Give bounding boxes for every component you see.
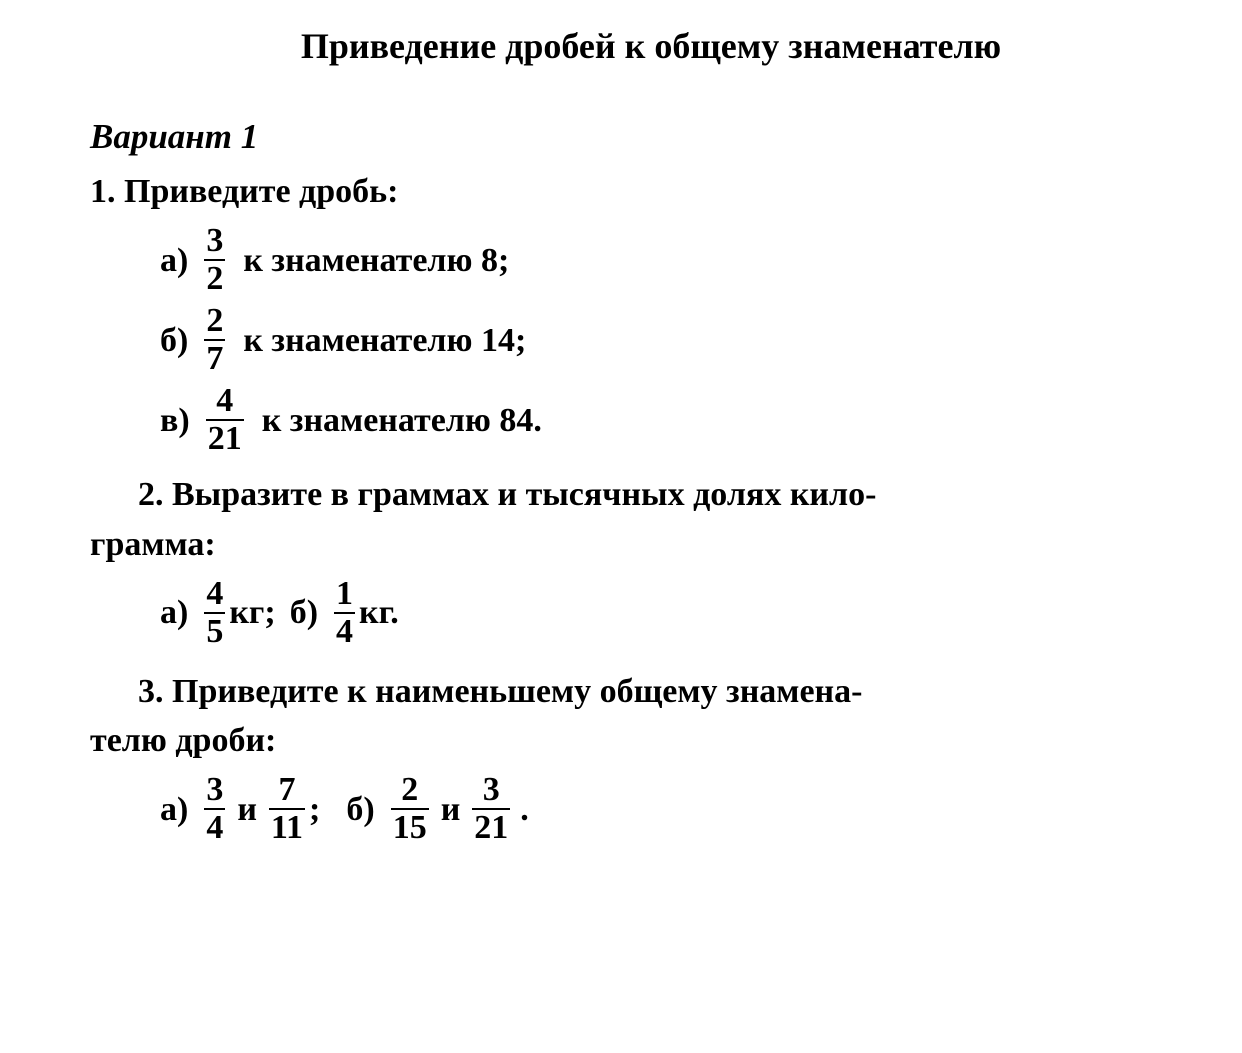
item-label: б) bbox=[346, 785, 374, 834]
fraction: 2 15 bbox=[391, 773, 429, 845]
fraction-denominator: 15 bbox=[391, 808, 429, 845]
item-label: а) bbox=[160, 588, 188, 637]
fraction: 2 7 bbox=[204, 304, 225, 376]
task-2-prompt-line-1: 2. Выразите в граммах и тысячных долях к… bbox=[90, 470, 1152, 519]
fraction: 7 11 bbox=[269, 773, 305, 845]
task-3-prompt-line-2: телю дроби: bbox=[90, 716, 1152, 765]
task-3-text-1: Приведите к наименьшему общему знамена- bbox=[172, 673, 862, 710]
tail-text: к знаменателю 8; bbox=[243, 236, 509, 285]
conjunction: и bbox=[441, 785, 461, 834]
tail-text: к знаменателю 14; bbox=[243, 316, 526, 365]
task-2-text-1: Выразите в граммах и тысячных долях кило… bbox=[172, 476, 876, 513]
unit-label: кг. bbox=[359, 588, 399, 637]
fraction: 1 4 bbox=[334, 577, 355, 649]
fraction: 3 2 bbox=[204, 224, 225, 296]
fraction-numerator: 3 bbox=[204, 773, 225, 808]
worksheet-page: Приведение дробей к общему знаменателю В… bbox=[0, 0, 1242, 865]
task-1-prompt: 1. Приведите дробь: bbox=[90, 167, 1152, 216]
task-1-item-c: в) 4 21 к знаменателю 84. bbox=[90, 384, 1152, 456]
page-title: Приведение дробей к общему знаменателю bbox=[90, 20, 1152, 72]
conjunction: и bbox=[237, 785, 257, 834]
fraction: 4 21 bbox=[206, 384, 244, 456]
fraction-denominator: 11 bbox=[269, 808, 305, 845]
fraction-numerator: 4 bbox=[204, 577, 225, 612]
fraction-denominator: 21 bbox=[472, 808, 510, 845]
terminator: . bbox=[520, 785, 529, 834]
fraction: 3 4 bbox=[204, 773, 225, 845]
fraction-numerator: 3 bbox=[204, 224, 225, 259]
fraction-numerator: 3 bbox=[481, 773, 502, 808]
fraction-numerator: 7 bbox=[276, 773, 297, 808]
fraction-denominator: 2 bbox=[204, 259, 225, 296]
fraction-numerator: 4 bbox=[214, 384, 235, 419]
task-1-item-a: а) 3 2 к знаменателю 8; bbox=[90, 224, 1152, 296]
task-1-number: 1. bbox=[90, 173, 116, 210]
fraction-numerator: 2 bbox=[399, 773, 420, 808]
item-label: а) bbox=[160, 236, 188, 285]
tail-text: к знаменателю 84. bbox=[262, 396, 542, 445]
fraction-denominator: 5 bbox=[204, 612, 225, 649]
item-label: в) bbox=[160, 396, 190, 445]
terminator: ; bbox=[309, 785, 320, 834]
task-1-item-b: б) 2 7 к знаменателю 14; bbox=[90, 304, 1152, 376]
fraction-denominator: 7 bbox=[204, 339, 225, 376]
task-2-number: 2. bbox=[138, 476, 164, 513]
task-1-text: Приведите дробь: bbox=[124, 173, 398, 210]
fraction-denominator: 4 bbox=[334, 612, 355, 649]
fraction-numerator: 2 bbox=[204, 304, 225, 339]
task-2-items: а) 4 5 кг; б) 1 4 кг. bbox=[90, 577, 1152, 649]
item-label: б) bbox=[290, 588, 318, 637]
fraction-denominator: 4 bbox=[204, 808, 225, 845]
task-3-number: 3. bbox=[138, 673, 164, 710]
task-2-prompt-line-2: грамма: bbox=[90, 520, 1152, 569]
variant-label: Вариант 1 bbox=[90, 112, 1152, 163]
fraction: 4 5 bbox=[204, 577, 225, 649]
fraction-numerator: 1 bbox=[334, 577, 355, 612]
fraction-denominator: 21 bbox=[206, 419, 244, 456]
task-3-prompt-line-1: 3. Приведите к наименьшему общему знамен… bbox=[90, 667, 1152, 716]
task-3-items: а) 3 4 и 7 11 ; б) 2 15 и 3 21 . bbox=[90, 773, 1152, 845]
item-label: б) bbox=[160, 316, 188, 365]
unit-label: кг; bbox=[229, 588, 275, 637]
item-label: а) bbox=[160, 785, 188, 834]
fraction: 3 21 bbox=[472, 773, 510, 845]
